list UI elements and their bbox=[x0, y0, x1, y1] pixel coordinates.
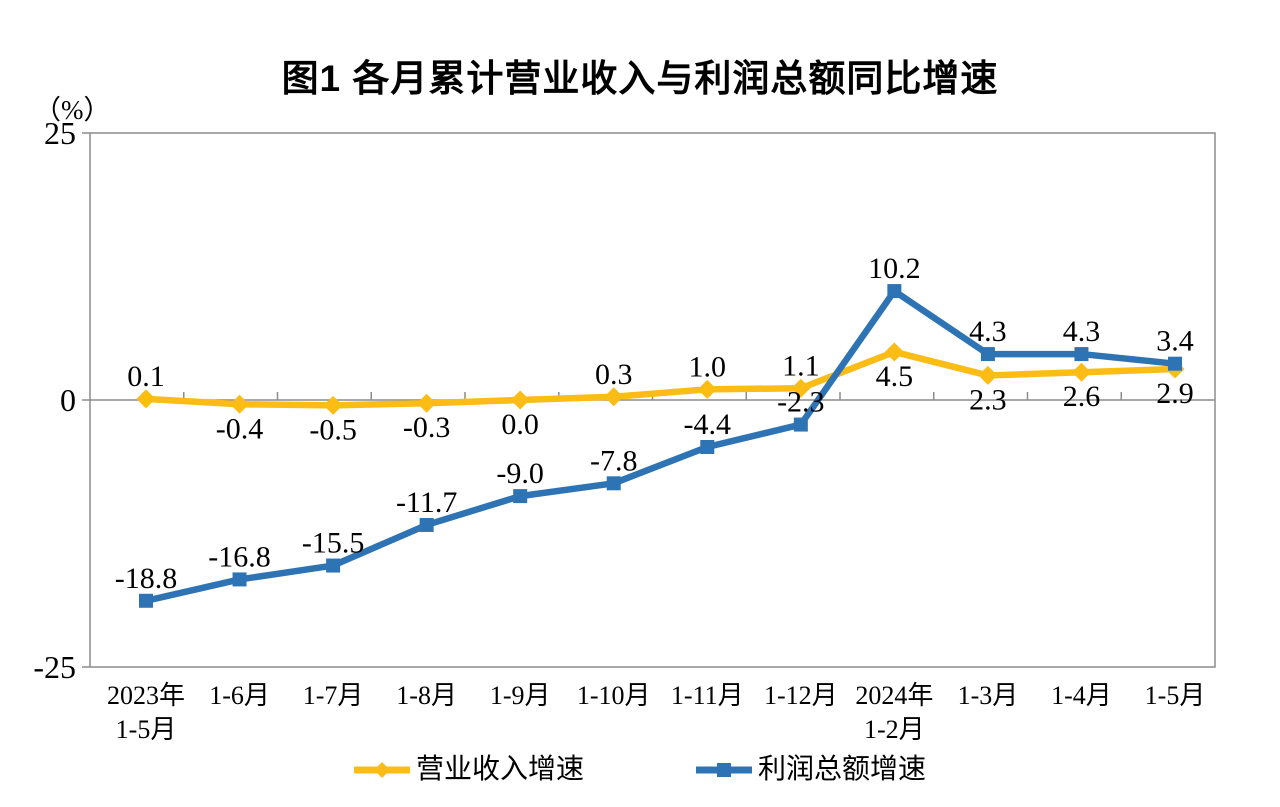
data-label-series-0: 0.1 bbox=[127, 360, 165, 393]
x-category-label: 1-9月 bbox=[490, 681, 551, 710]
series-line-1 bbox=[142, 287, 1179, 605]
data-label-series-0: 2.3 bbox=[969, 383, 1007, 416]
marker-diamond bbox=[978, 365, 998, 385]
x-category-label: 1-5月 bbox=[116, 715, 177, 744]
marker-diamond bbox=[323, 395, 343, 415]
x-category-label: 1-2月 bbox=[864, 715, 925, 744]
marker-diamond bbox=[697, 379, 717, 399]
data-label-series-1: -9.0 bbox=[496, 457, 544, 490]
marker-square bbox=[1074, 347, 1089, 362]
marker-diamond bbox=[230, 394, 250, 414]
data-label-series-1: 3.4 bbox=[1156, 325, 1194, 358]
y-tick-label: -25 bbox=[33, 649, 76, 685]
data-label-series-0: 0.0 bbox=[501, 408, 539, 441]
data-label-series-0: -0.4 bbox=[216, 412, 264, 445]
marker-diamond bbox=[1071, 362, 1091, 382]
marker-square bbox=[887, 284, 902, 299]
marker-square bbox=[606, 476, 621, 491]
marker-diamond bbox=[884, 342, 904, 362]
x-category-label: 1-5月 bbox=[1145, 681, 1206, 710]
marker-square bbox=[980, 347, 995, 362]
data-label-series-1: -18.8 bbox=[115, 562, 178, 595]
data-label-series-1: -11.7 bbox=[396, 486, 457, 519]
data-label-series-0: 2.6 bbox=[1063, 380, 1101, 413]
chart-title: 图1 各月累计营业收入与利润总额同比增速 bbox=[281, 58, 999, 99]
marker-square bbox=[1168, 356, 1182, 371]
marker-diamond bbox=[417, 393, 437, 413]
data-label-series-1: -2.3 bbox=[777, 386, 825, 419]
marker-square bbox=[513, 489, 528, 504]
data-label-series-1: -7.8 bbox=[590, 444, 638, 477]
y-tick-label: 25 bbox=[44, 115, 76, 151]
marker-diamond bbox=[136, 389, 156, 409]
data-label-series-1: -16.8 bbox=[208, 540, 271, 573]
legend-revenue-line-diamond-icon bbox=[353, 762, 410, 778]
marker-diamond bbox=[604, 387, 624, 407]
data-label-series-1: -15.5 bbox=[302, 527, 365, 560]
marker-square bbox=[700, 439, 715, 454]
legend-item-profit: 利润总额增速 bbox=[696, 750, 926, 790]
legend-label-revenue: 营业收入增速 bbox=[415, 754, 584, 785]
x-category-label: 1-10月 bbox=[577, 681, 651, 710]
data-label-series-0: -0.5 bbox=[309, 413, 357, 446]
marker-square bbox=[326, 558, 341, 573]
marker-diamond bbox=[510, 390, 530, 410]
marker-square bbox=[793, 417, 808, 432]
y-tick-label: 0 bbox=[60, 382, 76, 418]
legend: 营业收入增速 利润总额增速 bbox=[0, 750, 1280, 790]
marker-square bbox=[419, 517, 434, 532]
y-axis-unit-label: （%） bbox=[34, 95, 111, 125]
legend-diamond-icon bbox=[373, 762, 390, 778]
data-label-series-0: -0.3 bbox=[403, 411, 451, 444]
data-label-series-1: -4.4 bbox=[684, 408, 732, 441]
x-category-label: 1-11月 bbox=[671, 681, 744, 710]
data-label-series-1: 4.3 bbox=[969, 315, 1007, 348]
legend-item-revenue: 营业收入增速 bbox=[353, 750, 584, 790]
legend-square-icon bbox=[717, 763, 731, 777]
data-label-series-0: 2.9 bbox=[1156, 377, 1194, 410]
x-category-label: 1-8月 bbox=[396, 681, 457, 710]
data-label-series-1: 4.3 bbox=[1063, 315, 1101, 348]
legend-label-profit: 利润总额增速 bbox=[758, 754, 927, 785]
x-category-label: 1-12月 bbox=[764, 681, 838, 710]
plot-canvas: 25 0 -25 （%） 0.1 -0.4 -0.5 -0.3 0.0 0.3 1.0 1.1 4.5 2… bbox=[33, 95, 1216, 744]
x-category-label: 2024年 bbox=[855, 681, 933, 710]
series-line-0 bbox=[142, 348, 1179, 409]
marker-square bbox=[139, 593, 153, 608]
x-category-label: 1-4月 bbox=[1051, 681, 1112, 710]
data-label-series-0: 0.3 bbox=[595, 358, 633, 391]
data-label-series-0: 1.1 bbox=[782, 349, 820, 382]
marker-square bbox=[232, 572, 247, 587]
data-label-series-0: 4.5 bbox=[876, 360, 914, 393]
legend-profit-line-square-icon bbox=[696, 763, 752, 777]
data-label-series-1: 10.2 bbox=[868, 252, 921, 285]
marker-diamond bbox=[791, 378, 811, 398]
x-category-label: 1-3月 bbox=[958, 681, 1019, 710]
data-label-series-0: 1.0 bbox=[689, 350, 727, 383]
x-category-label: 1-7月 bbox=[303, 681, 364, 710]
x-category-label: 2023年 bbox=[107, 681, 185, 710]
x-category-label: 1-6月 bbox=[209, 681, 270, 710]
